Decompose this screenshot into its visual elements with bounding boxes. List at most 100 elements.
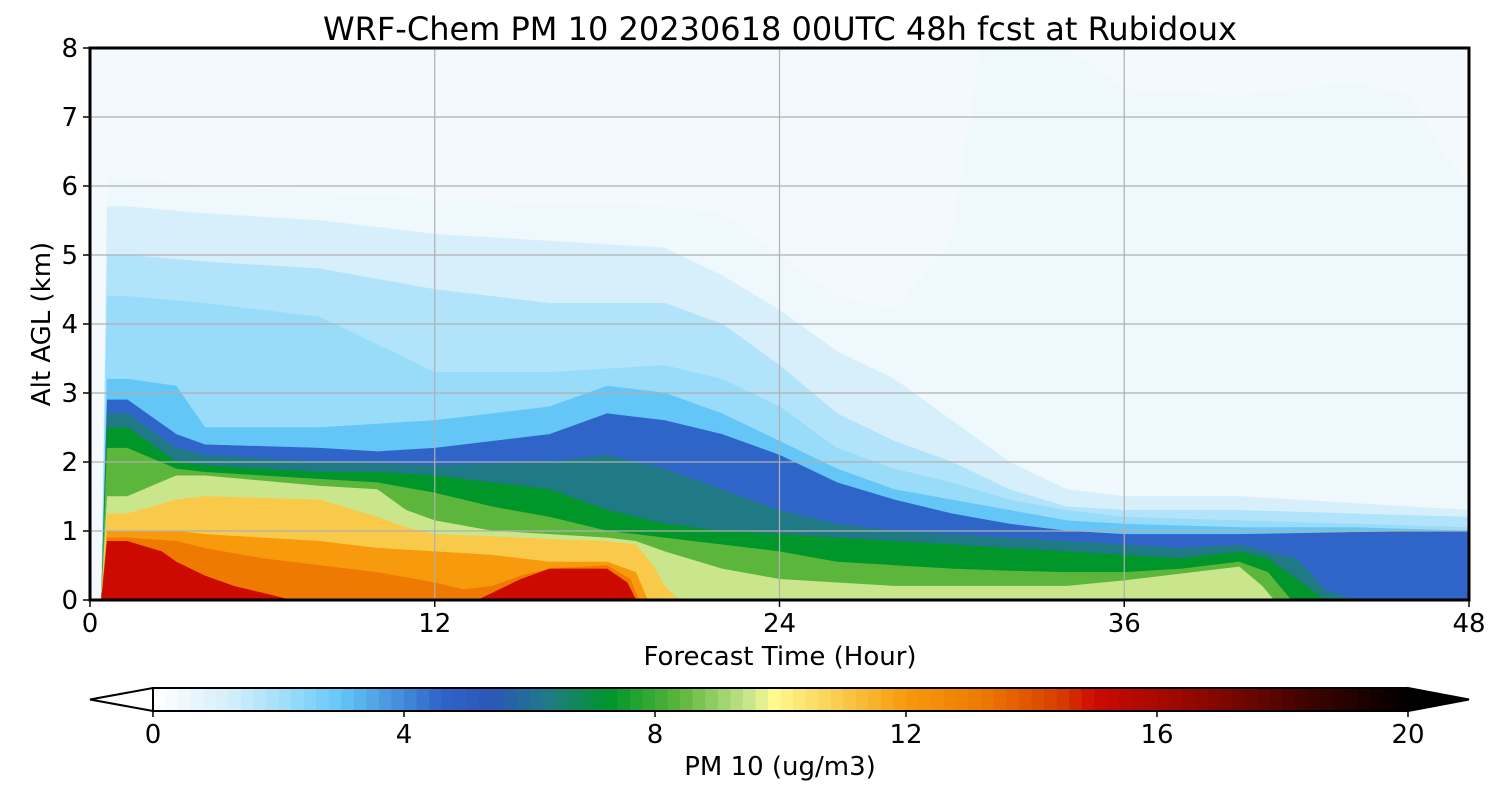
colorbar-segment [717,688,731,711]
colorbar-segment [1081,688,1095,711]
colorbar-segment [1345,688,1359,711]
colorbar-segment [240,688,254,711]
colorbar-segment [341,688,355,711]
colorbar-segment [767,688,782,711]
colorbar-label: PM 10 (ug/m3) [684,752,876,782]
grid [90,48,1469,600]
colorbar-segment [429,688,443,711]
y-axis-label: Alt AGL (km) [27,242,57,406]
colorbar-segment [1006,688,1020,711]
colorbar-segment [968,688,982,711]
colorbar-segment [893,688,907,711]
colorbar-segment [1320,688,1334,711]
colorbar-segment [868,688,882,711]
x-tick-label: 36 [1108,609,1141,639]
colorbar-segment [353,688,367,711]
colorbar-segment [642,688,656,711]
colorbar-segment [391,688,405,711]
colorbar-segment [316,688,330,711]
colorbar-segment [956,688,970,711]
colorbar-axis: 0 4 8 12 16 20 [145,711,1425,750]
colorbar-segment [667,688,681,711]
x-axis: 0 12 24 36 48 [82,600,1486,639]
colorbar-segment [1044,688,1058,711]
colorbar-segment [705,688,719,711]
y-tick-label: 8 [61,34,78,64]
y-tick-label: 1 [61,517,78,547]
colorbar-segment [1332,688,1346,711]
colorbar-segment [1382,688,1397,711]
colorbar-segment [793,688,807,711]
colorbar-tick-label: 16 [1140,720,1173,750]
colorbar-segment [805,688,819,711]
colorbar-segment [1094,688,1108,711]
colorbar-tick-label: 0 [145,720,162,750]
x-tick-label: 48 [1452,609,1485,639]
colorbar-extend-low [89,686,154,713]
colorbar-segment [479,688,493,711]
colorbar-segment [303,688,317,711]
colorbar-segment [918,688,932,711]
colorbar-segment [178,688,192,711]
colorbar-segment [906,688,920,711]
colorbar-segment [190,688,204,711]
colorbar-segment [818,688,832,711]
colorbar-segment [215,688,229,711]
y-tick-label: 6 [61,172,78,202]
colorbar-segment [680,688,694,711]
colorbar-segment [1269,688,1284,711]
colorbar-segment [943,688,957,711]
colorbar-segment [1395,688,1409,711]
colorbar-segment [1244,688,1258,711]
colorbar-segment [855,688,869,711]
chart-title: WRF-Chem PM 10 20230618 00UTC 48h fcst a… [323,10,1237,48]
colorbar-segment [366,688,380,711]
colorbar-segment [1207,688,1221,711]
colorbar-segment [742,688,756,711]
colorbar-tick-label: 20 [1391,720,1424,750]
x-tick-label: 12 [418,609,451,639]
x-tick-label: 0 [82,609,99,639]
y-tick-label: 5 [61,241,78,271]
colorbar-segment [880,688,895,711]
colorbar-segment [1069,688,1083,711]
colorbar-segment [993,688,1007,711]
colorbar-segment [554,688,568,711]
colorbar-segment [378,688,393,711]
colorbar-segment [1307,688,1321,711]
colorbar-tick-label: 4 [396,720,413,750]
colorbar-segment [441,688,455,711]
colorbar-segment [1144,688,1158,711]
colorbar-segment [454,688,468,711]
colorbar-segment [1018,688,1033,711]
colorbar-segment [592,688,606,711]
colorbar-segment [692,688,706,711]
y-tick-label: 4 [61,310,78,340]
colorbar-segment [730,688,744,711]
colorbar-tick-label: 8 [647,720,664,750]
colorbar-segment [529,688,543,711]
colorbar-segment [655,688,669,711]
colorbar-segment [291,688,305,711]
colorbar-segment [203,688,217,711]
colorbar-segment [253,688,267,711]
colorbar-segment [1119,688,1133,711]
colorbar-segment [604,688,618,711]
colorbar-segment [931,688,945,711]
colorbar-segment [466,688,480,711]
colorbar-segment [1031,688,1045,711]
colorbar-segment [1370,688,1384,711]
colorbar-segment [567,688,581,711]
colorbar-segment [542,688,556,711]
y-tick-label: 3 [61,379,78,409]
colorbar-segment [416,688,430,711]
y-tick-label: 0 [61,586,78,616]
colorbar-extend-high [1407,686,1470,713]
colorbar-segment [1257,688,1271,711]
colorbar-segment [504,688,518,711]
colorbar-segment [579,688,593,711]
colorbar-segment [780,688,794,711]
colorbar-segment [629,688,644,711]
colorbar-segment [491,688,505,711]
